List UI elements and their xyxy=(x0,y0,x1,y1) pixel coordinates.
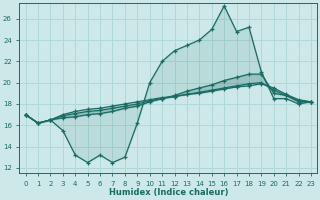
X-axis label: Humidex (Indice chaleur): Humidex (Indice chaleur) xyxy=(108,188,228,197)
